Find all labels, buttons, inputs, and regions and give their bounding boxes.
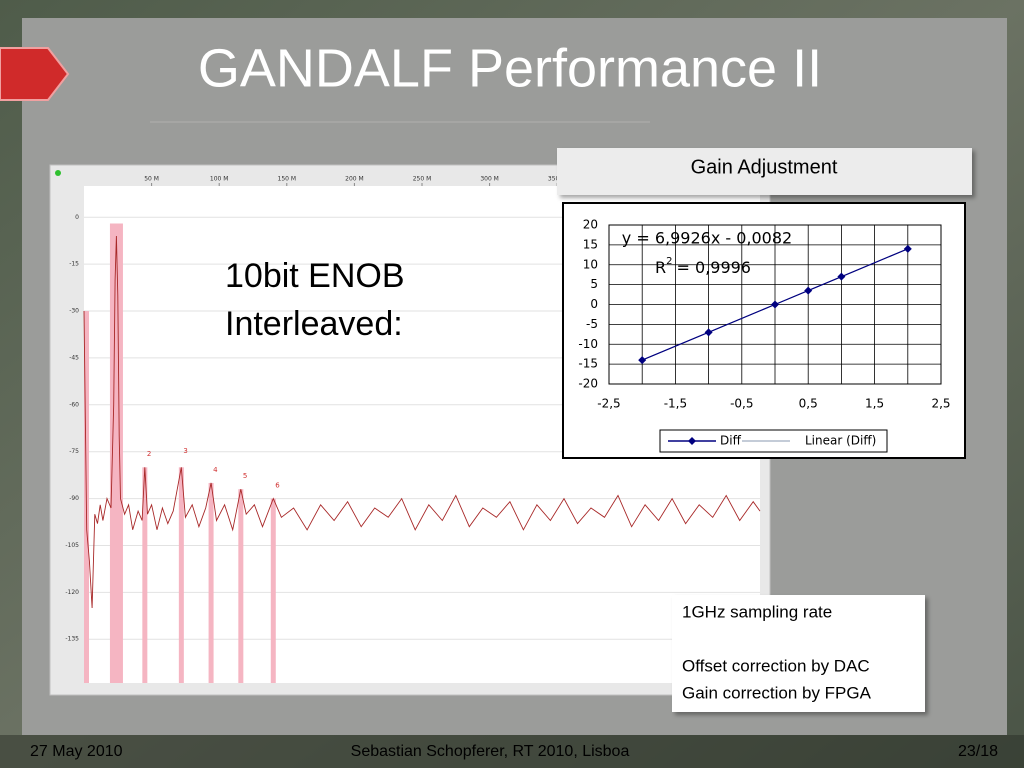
footer-author: Sebastian Schopferer, RT 2010, Lisboa — [351, 743, 630, 760]
y-tick-label: -5 — [586, 317, 598, 331]
gain-chart: Gain Adjustment -20 -15 -10 -5 0 5 10 15 20 -2,5 -… — [557, 148, 972, 459]
data-point — [771, 300, 779, 309]
x-tick-label: 300 M — [480, 176, 499, 183]
x-tick-label: 1,5 — [865, 397, 884, 411]
y-tick-label: -60 — [69, 401, 79, 408]
equation: y = 6,9926x - 0,0082 — [622, 229, 792, 248]
data-point — [837, 272, 846, 281]
x-tick-label: 200 M — [345, 176, 364, 183]
data-point — [903, 244, 912, 253]
y-tick-label: 5 — [590, 277, 598, 291]
harmonic-highlight — [208, 482, 214, 683]
data-point — [804, 286, 813, 295]
harmonic-label: 3 — [183, 447, 187, 455]
x-tick-label: 100 M — [210, 176, 229, 183]
x-tick-label: 150 M — [278, 176, 297, 183]
annotation: 10bit ENOB — [225, 257, 405, 295]
y-tick-label: -15 — [69, 261, 79, 268]
legend-marker — [688, 437, 696, 445]
r-squared-text: = 0,9996 — [677, 258, 751, 277]
x-tick-label: -0,5 — [730, 397, 753, 411]
y-tick-label: 10 — [583, 257, 598, 271]
y-tick-label: -30 — [69, 308, 79, 315]
annotation: Interleaved: — [225, 305, 403, 343]
footer-date: 27 May 2010 — [30, 743, 123, 760]
slide-title: GANDALF Performance II — [198, 38, 822, 98]
gain-title: Gain Adjustment — [691, 156, 838, 178]
note: Gain correction by FPGA — [682, 683, 872, 702]
title-arrow — [0, 47, 70, 101]
harmonic-highlight — [270, 498, 276, 683]
note: Offset correction by DAC — [682, 656, 870, 675]
x-tick-label: 0,5 — [799, 397, 818, 411]
data-point — [704, 328, 713, 337]
harmonic-highlight — [142, 467, 148, 683]
x-tick-label: 2,5 — [931, 397, 950, 411]
y-tick-label: -135 — [65, 636, 79, 643]
notes-background — [672, 595, 925, 712]
harmonic-highlight — [238, 489, 244, 683]
gain-title-box — [557, 148, 972, 195]
y-tick-label: 20 — [583, 218, 598, 232]
y-tick-label: -10 — [578, 337, 598, 351]
y-tick-label: -45 — [69, 354, 79, 361]
y-tick-label: -90 — [69, 495, 79, 502]
y-tick-label: -15 — [578, 357, 598, 371]
footer-page: 23/18 — [958, 743, 998, 760]
x-tick-label: 50 M — [144, 176, 159, 183]
r-squared-symbol: R — [655, 258, 666, 277]
harmonic-label: 4 — [213, 466, 218, 474]
y-tick-label: -105 — [65, 542, 79, 549]
spectrum-trace — [83, 235, 761, 609]
footer-band — [0, 735, 1024, 768]
r-squared: R2 = 0,9996 — [655, 256, 751, 277]
status-dot — [55, 170, 61, 176]
harmonic-highlight — [109, 223, 123, 683]
y-tick-label: -75 — [69, 448, 79, 455]
series-line — [641, 248, 909, 361]
harmonic-label: 2 — [147, 450, 151, 458]
data-point — [638, 356, 647, 365]
y-tick-label: -120 — [65, 589, 79, 596]
harmonic-highlight — [178, 467, 184, 683]
x-tick-label: -2,5 — [597, 397, 620, 411]
legend-label: Diff — [720, 434, 742, 448]
y-tick-label: 15 — [583, 237, 598, 251]
y-tick-label: 0 — [590, 297, 598, 311]
legend-label: Linear (Diff) — [805, 434, 876, 448]
r-squared-power: 2 — [666, 256, 672, 267]
y-tick-label: -20 — [578, 377, 598, 391]
x-tick-label: 250 M — [413, 176, 432, 183]
harmonic-label: 5 — [243, 472, 247, 480]
harmonic-label: 6 — [275, 481, 280, 489]
x-tick-label: -1,5 — [664, 397, 687, 411]
note: 1GHz sampling rate — [682, 602, 832, 621]
notes-box: 1GHz sampling rate Offset correction by … — [672, 595, 925, 712]
y-tick-label: 0 — [75, 214, 79, 221]
